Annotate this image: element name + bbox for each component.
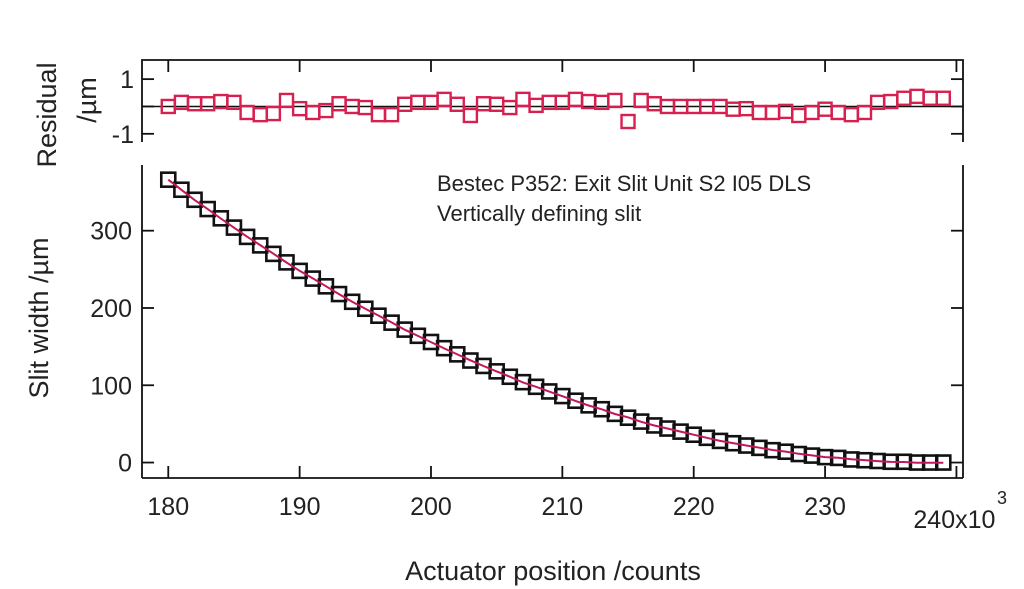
residual-y-ticks: 1 -1 (112, 66, 963, 149)
residual-point (764, 104, 781, 121)
residual-point (856, 104, 873, 121)
residual-point (291, 100, 308, 117)
residual-panel: 1 -1 Residual /µm (32, 59, 964, 168)
main-panel: 0 100 200 300 180 190 200 210 220 230 240x10 Best… (24, 165, 1007, 586)
residual-point (436, 91, 452, 108)
residual-point (252, 106, 268, 123)
main-x-tick-label: 240x10 (913, 506, 995, 534)
annotation-title: Bestec P352: Exit Slit Unit S2 I05 DLS (437, 171, 811, 196)
main-y-tick-label: 100 (90, 372, 132, 400)
residual-y-tick-label: 1 (120, 66, 134, 94)
residual-x-ticks (167, 60, 958, 72)
main-point (225, 219, 243, 236)
residual-point (502, 99, 518, 116)
residual-points (160, 88, 951, 130)
main-y-tick-label: 200 (90, 295, 132, 323)
residual-point (922, 90, 938, 106)
residual-point (186, 96, 203, 112)
residual-point (633, 92, 649, 109)
residual-point (462, 107, 479, 124)
main-x-tick-label: 220 (673, 493, 715, 521)
residual-point (909, 88, 925, 105)
residual-point (357, 99, 374, 116)
residual-point (817, 101, 833, 117)
main-point (212, 210, 230, 227)
residual-point (646, 96, 663, 112)
residual-y-axis-title: Residual (32, 62, 62, 167)
main-point (199, 200, 216, 218)
residual-point (567, 91, 584, 108)
main-point (159, 171, 177, 188)
residual-point (331, 96, 347, 112)
main-y-tick-label: 0 (118, 450, 132, 478)
residual-point (397, 96, 413, 112)
residual-y-axis-unit: /µm (72, 77, 102, 123)
residual-point (239, 104, 255, 121)
residual-point (843, 106, 860, 123)
main-point (186, 191, 203, 209)
residual-point (791, 107, 807, 124)
residual-point (449, 96, 465, 112)
main-x-tick-label: 180 (147, 493, 189, 521)
main-y-axis-title: Slit width /µm (24, 237, 54, 398)
residual-point (199, 96, 216, 112)
residual-point (830, 104, 846, 121)
residual-point (607, 92, 623, 109)
residual-point (515, 91, 531, 108)
residual-point (488, 96, 505, 112)
residual-point (935, 90, 951, 106)
residual-point (725, 101, 741, 117)
residual-y-tick-label: -1 (112, 121, 134, 149)
annotation-subtitle: Vertically defining slit (437, 201, 641, 226)
fit-curve (167, 178, 944, 464)
main-y-ticks: 0 100 200 300 (90, 218, 963, 478)
residual-point (226, 94, 242, 111)
residual-point (804, 104, 820, 121)
residual-point (370, 106, 387, 123)
residual-point (383, 106, 400, 123)
residual-plot-frame (141, 59, 964, 143)
residual-point (738, 100, 754, 117)
residual-point (620, 113, 636, 130)
x-exponent-label: 3 (997, 488, 1007, 508)
main-point (251, 237, 269, 254)
residual-point (896, 90, 912, 106)
main-x-tick-label: 190 (279, 493, 321, 521)
main-x-tick-label: 210 (541, 493, 583, 521)
main-point (278, 254, 295, 271)
main-point (238, 228, 256, 246)
residual-point (278, 92, 295, 109)
main-x-tick-label: 200 (410, 493, 452, 521)
main-point (265, 245, 282, 263)
main-x-tick-label: 230 (804, 493, 846, 521)
main-x-axis-title: Actuator position /counts (405, 556, 701, 586)
residual-point (528, 97, 544, 114)
residual-point (475, 96, 492, 112)
main-point (173, 181, 190, 199)
residual-point (305, 104, 321, 121)
main-y-tick-label: 300 (90, 218, 132, 246)
main-x-ticks: 180 190 200 210 220 230 240x10 (147, 466, 995, 534)
residual-point (751, 104, 768, 121)
residual-point (265, 105, 282, 122)
